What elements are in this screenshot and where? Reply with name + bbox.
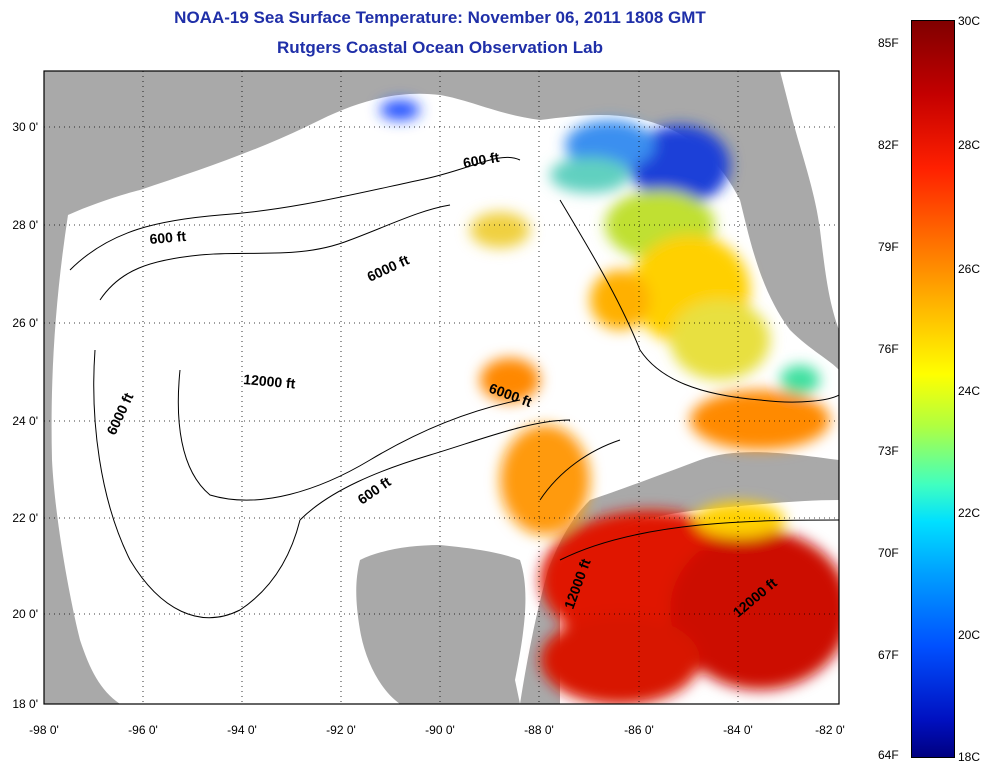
colorbar-f-label: 82F — [878, 138, 899, 152]
colorbar-f-label: 79F — [878, 240, 899, 254]
colorbar-f-label: 85F — [878, 36, 899, 50]
x-tick-label: -90 0' — [425, 723, 455, 737]
colorbar-c-label: 22C — [958, 506, 981, 520]
sst-data-layer — [380, 100, 839, 704]
y-tick-label: 20 0' — [12, 607, 38, 621]
x-tick-label: -96 0' — [128, 723, 158, 737]
map-subtitle: Rutgers Coastal Ocean Observation Lab — [277, 38, 603, 57]
x-tick-label: -82 0' — [815, 723, 845, 737]
y-tick-label: 28 0' — [12, 218, 38, 232]
colorbar-c-label: 30C — [958, 14, 981, 28]
map-frame — [43, 70, 840, 705]
contour-label: 600 ft — [462, 149, 501, 171]
x-tick-label: -84 0' — [723, 723, 753, 737]
gridlines — [44, 71, 839, 704]
colorbar-f-label: 76F — [878, 342, 899, 356]
colorbar-c-label: 18C — [958, 750, 981, 764]
y-tick-label: 22 0' — [12, 511, 38, 525]
colorbar-f-label: 73F — [878, 444, 899, 458]
x-tick-label: -92 0' — [326, 723, 356, 737]
temperature-colorbar — [911, 20, 955, 758]
contour-label: 12000 ft — [243, 371, 297, 392]
colorbar-c-label: 20C — [958, 628, 981, 642]
x-axis-labels: -98 0' -96 0' -94 0' -92 0' -90 0' -88 0… — [29, 723, 845, 737]
colorbar-f-label: 67F — [878, 648, 899, 662]
y-tick-label: 24 0' — [12, 414, 38, 428]
contour-label: 600 ft — [149, 228, 187, 247]
yucatan-land — [356, 545, 526, 704]
y-tick-label: 26 0' — [12, 316, 38, 330]
x-tick-label: -86 0' — [624, 723, 654, 737]
colorbar-c-label: 28C — [958, 138, 981, 152]
colorbar-f-label: 70F — [878, 546, 899, 560]
y-tick-label: 30 0' — [12, 120, 38, 134]
atlantic-water — [780, 71, 839, 330]
x-tick-label: -94 0' — [227, 723, 257, 737]
map-title: NOAA-19 Sea Surface Temperature: Novembe… — [174, 8, 706, 27]
colorbar-f-label: 64F — [878, 748, 899, 762]
y-tick-label: 18 0' — [12, 697, 38, 711]
x-tick-label: -88 0' — [524, 723, 554, 737]
depth-contours — [69, 156, 839, 619]
x-tick-label: -98 0' — [29, 723, 59, 737]
cuba-land — [600, 457, 839, 525]
colorbar-c-label: 26C — [958, 262, 981, 276]
y-axis-labels: 30 0' 28 0' 26 0' 24 0' 22 0' 20 0' 18 0… — [12, 120, 38, 711]
colorbar-c-label: 24C — [958, 384, 981, 398]
